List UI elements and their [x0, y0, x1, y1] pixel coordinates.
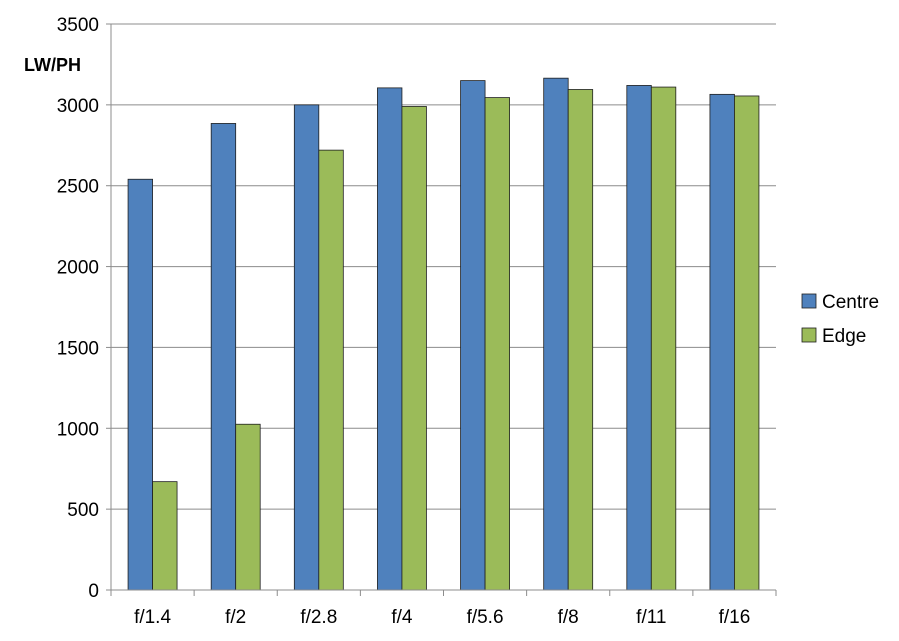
bar-edge-f-5-6	[484, 97, 510, 591]
bar-centre-f-1-4	[127, 178, 153, 591]
bar-edge-f-11	[650, 86, 677, 591]
bar-edge-f-1-4	[152, 481, 178, 591]
y-tick-label: 3500	[57, 15, 99, 36]
x-tick-label: f/2	[225, 607, 246, 628]
x-tick-label: f/8	[558, 607, 579, 628]
x-tick-label: f/4	[391, 607, 413, 628]
y-tick-label: 500	[67, 500, 99, 521]
bar-edge-f-2	[235, 423, 261, 591]
x-tick-labels: f/1.4 f/2 f/2.8 f/4 f/5.6 f/8 f/11 f/16	[134, 607, 750, 628]
x-tick-label: f/1.4	[134, 607, 171, 628]
x-tick-label: f/2.8	[300, 607, 337, 628]
y-tick-label: 2000	[57, 258, 99, 279]
bar-centre-f-2	[210, 123, 237, 591]
bar-centre-f-4	[377, 87, 403, 591]
y-tick-labels: 0 500 1000 1500 2000 2500 3000 3500	[57, 15, 99, 602]
bar-centre-f-2-8	[293, 104, 320, 591]
y-tick-label: 1000	[57, 419, 99, 440]
bar-centre-f-8	[543, 77, 569, 591]
bar-edge-f-4	[401, 106, 427, 591]
x-tick-label: f/5.6	[467, 607, 504, 628]
y-tick-label: 1500	[57, 338, 99, 359]
legend-swatch-centre	[801, 293, 817, 309]
bar-edge-f-16	[734, 95, 760, 591]
bar-edge-f-2-8	[318, 149, 344, 591]
bar-centre-f-16	[709, 93, 735, 591]
bar-centre-f-5-6	[460, 80, 486, 591]
y-axis-title: LW/PH	[24, 55, 81, 75]
gridlines	[111, 23, 776, 510]
legend-label-centre: Centre	[822, 292, 879, 313]
legend-label-edge: Edge	[822, 326, 866, 347]
bars	[127, 77, 760, 591]
y-tick-label: 3000	[57, 96, 99, 117]
bar-centre-f-11	[626, 85, 652, 591]
y-tick-label: 0	[88, 581, 99, 602]
legend: Centre Edge	[801, 292, 879, 347]
x-tick-label: f/11	[636, 607, 666, 628]
legend-swatch-edge	[801, 327, 817, 343]
axes	[106, 23, 777, 596]
x-tick-label: f/16	[719, 607, 751, 628]
bar-edge-f-8	[567, 89, 594, 591]
y-tick-label: 2500	[57, 177, 99, 198]
